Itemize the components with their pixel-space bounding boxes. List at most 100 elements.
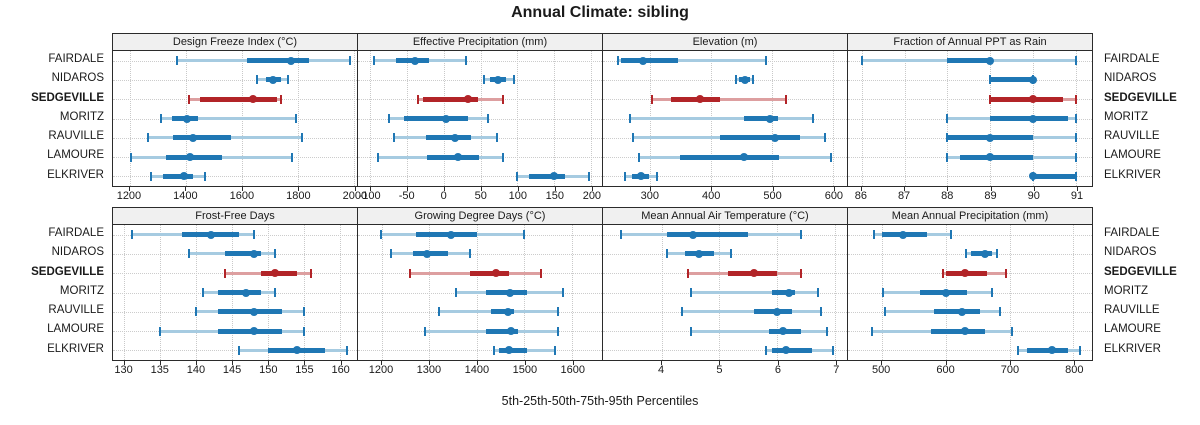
axis-tick-label: 100 bbox=[508, 190, 527, 202]
percentile-elkriver-mean-annual-air-temperature-cap-low bbox=[764, 345, 767, 355]
percentile-moritz-growing-degree-days-cap-high bbox=[561, 288, 564, 297]
axis-tick bbox=[241, 187, 243, 191]
panel-plot-mean-annual-precipitation bbox=[848, 225, 1092, 360]
percentile-elkriver-growing-degree-days-median-dot bbox=[504, 346, 513, 355]
percentile-nidaros-mean-annual-precipitation-cap-low bbox=[965, 249, 968, 259]
percentile-rauville-fraction-ppt-rain-cap-low bbox=[946, 133, 949, 143]
percentile-lamoure-growing-degree-days-median-dot bbox=[507, 327, 516, 336]
percentile-moritz-frost-free-days-cap-low bbox=[202, 288, 205, 297]
station-labels-right: FAIRDALE NIDAROS SEDGEVILLE MORITZ RAUVILLE L… bbox=[1096, 33, 1200, 204]
percentile-sedgeville-elevation-cap-high bbox=[785, 94, 788, 104]
percentile-rauville-mean-annual-precipitation-box bbox=[934, 309, 981, 315]
station-label-fairdale: FAIRDALE bbox=[1104, 227, 1160, 239]
axis-tick-label: 1800 bbox=[286, 190, 311, 202]
percentile-lamoure-effective-precipitation-cap-low bbox=[376, 152, 379, 162]
percentile-elkriver-fraction-ppt-rain-median-dot bbox=[1029, 172, 1038, 181]
axis-tick-label: 160 bbox=[331, 364, 350, 376]
axis-tick-label: 1300 bbox=[416, 364, 442, 376]
percentile-moritz-mean-annual-precipitation-cap-high bbox=[990, 288, 993, 297]
panel-title-frost-free-days: Frost-Free Days bbox=[113, 208, 357, 225]
panel-plot-growing-degree-days bbox=[358, 225, 602, 360]
percentile-fairdale-fraction-ppt-rain-median-dot bbox=[986, 56, 995, 65]
axis-tick-label: 1600 bbox=[560, 364, 586, 376]
percentile-elkriver-mean-annual-precipitation-box bbox=[1027, 347, 1069, 353]
gridline bbox=[358, 79, 602, 81]
percentile-lamoure-fraction-ppt-rain-cap-low bbox=[946, 152, 949, 162]
axis-tick bbox=[719, 361, 721, 365]
station-label-moritz: MORITZ bbox=[59, 110, 104, 123]
percentile-sedgeville-fraction-ppt-rain-box bbox=[990, 96, 1064, 102]
percentile-rauville-design-freeze-index-median-dot bbox=[188, 133, 197, 142]
station-label-lamoure: LAMOURE bbox=[47, 323, 104, 336]
percentile-sedgeville-mean-annual-air-temperature-cap-low bbox=[686, 268, 689, 278]
percentile-sedgeville-design-freeze-index-cap-low bbox=[187, 94, 190, 104]
percentile-sedgeville-mean-annual-air-temperature-median-dot bbox=[750, 269, 759, 278]
gridline bbox=[358, 176, 602, 178]
percentile-rauville-fraction-ppt-rain-cap-high bbox=[1075, 133, 1078, 143]
percentile-rauville-growing-degree-days-cap-high bbox=[556, 307, 559, 317]
percentile-fairdale-growing-degree-days-cap-low bbox=[379, 230, 382, 240]
percentile-elkriver-mean-annual-air-temperature-cap-high bbox=[831, 345, 834, 355]
percentile-lamoure-mean-annual-precipitation-median-dot bbox=[960, 327, 969, 336]
percentile-elkriver-fraction-ppt-rain-cap-high bbox=[1075, 171, 1078, 181]
percentile-nidaros-frost-free-days-box bbox=[224, 251, 261, 257]
panel-title-growing-degree-days: Growing Degree Days (°C) bbox=[358, 208, 602, 225]
panel-title-effective-precipitation: Effective Precipitation (mm) bbox=[358, 34, 602, 51]
percentile-fairdale-elevation-median-dot bbox=[639, 56, 648, 65]
percentile-lamoure-design-freeze-index-cap-low bbox=[130, 152, 133, 162]
trellis-row-top: FAIRDALE NIDAROS SEDGEVILLE MORITZ RAUVILLE L… bbox=[0, 33, 1200, 204]
percentile-fairdale-elevation-box bbox=[621, 58, 678, 64]
panel-effective-precipitation: Effective Precipitation (mm) -100 -50 0 50 10… bbox=[357, 33, 603, 204]
percentile-nidaros-frost-free-days-median-dot bbox=[249, 249, 258, 258]
axis-tick-label: 88 bbox=[941, 190, 954, 202]
percentile-moritz-frost-free-days-box bbox=[217, 290, 261, 295]
percentile-nidaros-mean-annual-air-temperature-median-dot bbox=[695, 249, 704, 258]
axis-tick-label: 1200 bbox=[116, 190, 142, 202]
percentile-lamoure-design-freeze-index-cap-high bbox=[291, 152, 294, 162]
percentile-nidaros-mean-annual-precipitation-cap-high bbox=[996, 249, 999, 259]
percentile-elkriver-frost-free-days-median-dot bbox=[292, 346, 301, 355]
percentile-fairdale-frost-free-days-cap-low bbox=[130, 230, 133, 240]
panel-plot-effective-precipitation bbox=[358, 51, 602, 186]
percentile-rauville-frost-free-days-cap-high bbox=[302, 307, 305, 317]
panel-mean-annual-precipitation: Mean Annual Precipitation (mm) 500 600 700 8… bbox=[847, 207, 1093, 378]
percentile-moritz-growing-degree-days-cap-low bbox=[454, 288, 457, 297]
axis-tick bbox=[554, 187, 556, 191]
percentile-caption: 5th-25th-50th-75th-95th Percentiles bbox=[501, 394, 699, 408]
percentile-elkriver-effective-precipitation-box bbox=[528, 173, 566, 179]
percentile-fairdale-design-freeze-index-box bbox=[247, 58, 310, 64]
percentile-moritz-mean-annual-air-temperature-cap-high bbox=[817, 288, 820, 297]
percentile-sedgeville-fraction-ppt-rain-cap-high bbox=[1075, 94, 1078, 104]
percentile-lamoure-growing-degree-days-cap-low bbox=[423, 326, 426, 336]
percentile-nidaros-effective-precipitation-cap-high bbox=[512, 75, 515, 85]
percentile-rauville-growing-degree-days-median-dot bbox=[503, 307, 512, 316]
axis-tick bbox=[860, 187, 862, 191]
axis-tick-label: 87 bbox=[897, 190, 911, 202]
gridline bbox=[113, 176, 357, 178]
percentile-lamoure-design-freeze-index-median-dot bbox=[186, 153, 195, 162]
percentile-lamoure-mean-annual-air-temperature-median-dot bbox=[779, 327, 788, 336]
axis-tick bbox=[1033, 187, 1035, 191]
station-label-sedgeville: SEDGEVILLE bbox=[1104, 265, 1177, 278]
axis-tick-label: 4 bbox=[657, 364, 665, 376]
percentile-rauville-design-freeze-index-cap-low bbox=[147, 133, 150, 143]
gridline bbox=[358, 253, 602, 255]
chart-title: Annual Climate: sibling bbox=[511, 4, 689, 21]
percentile-fairdale-fraction-ppt-rain-cap-high bbox=[1075, 56, 1078, 66]
percentile-fairdale-mean-annual-air-temperature-median-dot bbox=[689, 230, 698, 239]
station-label-lamoure: LAMOURE bbox=[1104, 323, 1161, 336]
percentile-nidaros-growing-degree-days-cap-low bbox=[390, 249, 393, 259]
axis-tick bbox=[159, 361, 161, 365]
gridline bbox=[603, 350, 847, 352]
axis-tick bbox=[428, 361, 430, 365]
panel-box-mean-annual-precipitation: Mean Annual Precipitation (mm) bbox=[847, 207, 1093, 361]
percentile-elkriver-mean-annual-air-temperature-median-dot bbox=[782, 346, 791, 355]
percentile-fairdale-mean-annual-air-temperature-box bbox=[667, 232, 749, 238]
axis-fraction-ppt-rain: 86 87 88 89 90 91 bbox=[847, 187, 1093, 204]
percentile-fairdale-design-freeze-index-cap-low bbox=[176, 56, 179, 66]
panel-growing-degree-days: Growing Degree Days (°C) 1200 1300 1400 1500… bbox=[357, 207, 603, 378]
percentile-lamoure-elevation-median-dot bbox=[739, 153, 748, 162]
percentile-sedgeville-mean-annual-air-temperature-cap-high bbox=[799, 268, 802, 278]
axis-tick bbox=[128, 187, 130, 191]
percentile-moritz-effective-precipitation-cap-low bbox=[387, 114, 390, 123]
